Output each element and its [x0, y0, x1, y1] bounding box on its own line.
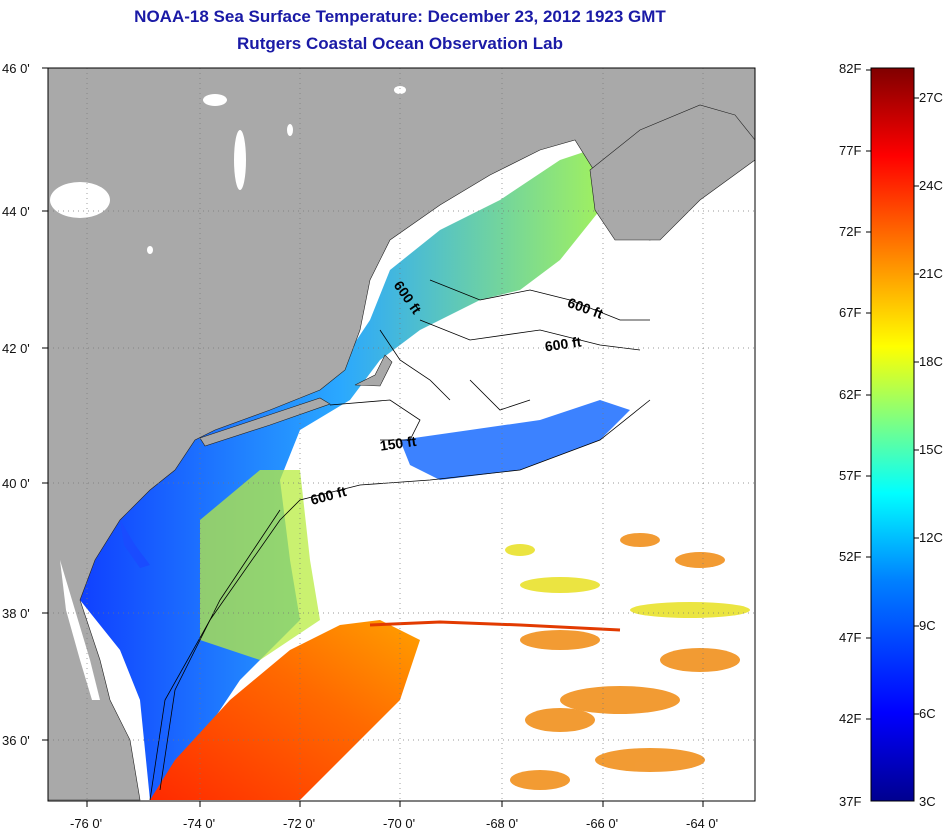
map-frame — [47, 67, 756, 802]
inland-lakes — [50, 86, 406, 254]
lon-label: -76 0' — [70, 816, 102, 831]
lat-label: 36 0' — [2, 733, 30, 748]
colorbar-c-label: 3C — [919, 794, 936, 809]
offshore-warm-patches — [510, 533, 740, 790]
cape-cod — [354, 354, 393, 387]
offshore-yellow-patches — [505, 544, 750, 618]
colorbar-f-label: 72F — [839, 224, 861, 239]
colorbar-c-label: 18C — [919, 354, 943, 369]
lat-label: 44 0' — [2, 204, 30, 219]
delaware-bay — [120, 520, 150, 568]
nova-scotia — [589, 104, 755, 241]
lon-label: -72 0' — [283, 816, 315, 831]
colorbar-c-label: 6C — [919, 706, 936, 721]
colorbar-f-label: 62F — [839, 387, 861, 402]
lon-label: -74 0' — [183, 816, 215, 831]
depth-contours — [149, 279, 651, 801]
graticule-grid — [48, 68, 755, 801]
long-island — [199, 397, 331, 447]
contour-label: 150 ft — [379, 433, 418, 454]
map-ticks — [42, 67, 704, 807]
colorbar-c-label: 12C — [919, 530, 943, 545]
lon-label: -68 0' — [486, 816, 518, 831]
colorbar-c-label: 15C — [919, 442, 943, 457]
lat-label: 46 0' — [2, 61, 30, 76]
gulf-stream-edge — [369, 620, 621, 632]
colorbar-f-label: 52F — [839, 549, 861, 564]
colorbar-f-label: 77F — [839, 143, 861, 158]
chesapeake-bay — [60, 560, 100, 700]
gulf-stream-water — [150, 620, 420, 800]
map-title: NOAA-18 Sea Surface Temperature: Decembe… — [134, 7, 666, 26]
colorbar-c-label: 21C — [919, 266, 943, 281]
lat-label: 42 0' — [2, 341, 30, 356]
colorbar-f-label: 82F — [839, 61, 861, 76]
colorbar-f-label: 57F — [839, 468, 861, 483]
lat-label: 38 0' — [2, 606, 30, 621]
colorbar-ticks — [866, 69, 919, 720]
colorbar — [870, 67, 915, 802]
colorbar-f-label: 47F — [839, 630, 861, 645]
colorbar-c-label: 9C — [919, 618, 936, 633]
contour-label: 600 ft — [544, 333, 583, 354]
colorbar-c-label: 24C — [919, 178, 943, 193]
mid-shelf-water — [200, 470, 320, 660]
map-subtitle: Rutgers Coastal Ocean Observation Lab — [237, 34, 563, 53]
colorbar-f-label: 67F — [839, 305, 861, 320]
colorbar-c-label: 27C — [919, 90, 943, 105]
lon-label: -64 0' — [686, 816, 718, 831]
lon-label: -66 0' — [586, 816, 618, 831]
lat-label: 40 0' — [2, 476, 30, 491]
georges-bank-water — [400, 400, 630, 480]
colorbar-f-label: 42F — [839, 711, 861, 726]
colorbar-f-label: 37F — [839, 794, 861, 809]
lon-label: -70 0' — [383, 816, 415, 831]
